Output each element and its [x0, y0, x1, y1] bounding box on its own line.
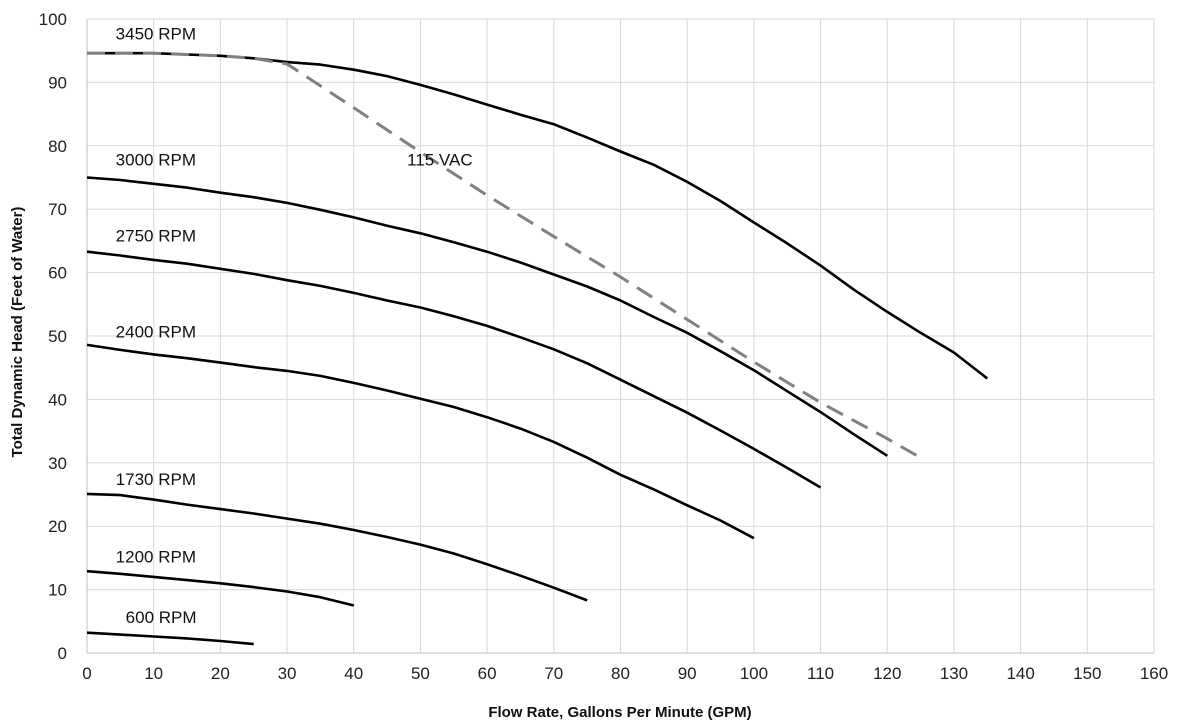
x-tick-label-70: 70	[544, 664, 563, 683]
axes	[86, 19, 1154, 654]
x-tick-label-30: 30	[278, 664, 297, 683]
y-tick-label-30: 30	[48, 454, 67, 473]
gridlines	[87, 18, 1155, 653]
series-line-2750-rpm	[86, 250, 822, 489]
x-tick-label-160: 160	[1140, 664, 1168, 683]
x-tick-label-0: 0	[82, 664, 91, 683]
y-tick-label-20: 20	[48, 517, 67, 536]
curve-label-3000-rpm: 3000 RPM	[116, 150, 196, 169]
curve-label-3450-rpm: 3450 RPM	[116, 24, 196, 43]
y-tick-label-100: 100	[39, 10, 67, 29]
y-axis-title: Total Dynamic Head (Feet of Water)	[9, 207, 26, 458]
x-tick-label-60: 60	[478, 664, 497, 683]
y-tick-label-90: 90	[48, 73, 67, 92]
y-tick-label-50: 50	[48, 327, 67, 346]
curve-label-1200-rpm: 1200 RPM	[116, 547, 196, 566]
curve-labels: 3450 RPM 3000 RPM 2750 RPM 2400 RPM 1730 RPM…	[116, 24, 473, 627]
curve-label-600-rpm: 600 RPM	[126, 608, 197, 627]
x-axis-title: Flow Rate, Gallons Per Minute (GPM)	[488, 704, 751, 721]
y-tick-label-10: 10	[48, 581, 67, 600]
x-tick-label-150: 150	[1073, 664, 1101, 683]
y-tick-label-80: 80	[48, 137, 67, 156]
y-tick-labels: 0 10 20 30 40 50 60 70 80 90 100	[39, 10, 67, 663]
series-line-115-vac	[87, 51, 922, 460]
x-tick-label-10: 10	[144, 664, 163, 683]
series-line-1200-rpm	[86, 569, 355, 607]
x-tick-label-130: 130	[940, 664, 968, 683]
curve-label-115-vac: 115 VAC	[407, 150, 473, 169]
y-tick-label-70: 70	[48, 200, 67, 219]
y-tick-label-0: 0	[58, 644, 67, 663]
series-line-3450-rpm	[87, 51, 989, 380]
series-line-1730-rpm	[86, 492, 588, 602]
x-tick-label-100: 100	[740, 664, 768, 683]
x-tick-label-110: 110	[807, 664, 834, 683]
x-tick-label-90: 90	[678, 664, 697, 683]
x-tick-label-20: 20	[211, 664, 230, 683]
curve-label-2750-rpm: 2750 RPM	[116, 227, 196, 246]
y-tick-label-40: 40	[48, 390, 67, 409]
x-tick-label-40: 40	[344, 664, 363, 683]
curve-label-1730-rpm: 1730 RPM	[116, 470, 196, 489]
curve-label-2400-rpm: 2400 RPM	[116, 322, 196, 341]
x-tick-label-140: 140	[1006, 664, 1034, 683]
x-tick-labels: 0 10 20 30 40 50 60 70 80 90 100 110 120 130 140 150 160	[82, 664, 1168, 683]
y-tick-label-60: 60	[48, 264, 67, 283]
x-tick-label-120: 120	[873, 664, 901, 683]
x-tick-label-50: 50	[411, 664, 430, 683]
series-line-2400-rpm	[86, 343, 755, 540]
series-lines	[86, 51, 989, 646]
series-line-3000-rpm	[86, 176, 889, 457]
x-tick-label-80: 80	[611, 664, 630, 683]
series-line-600-rpm	[86, 631, 254, 646]
